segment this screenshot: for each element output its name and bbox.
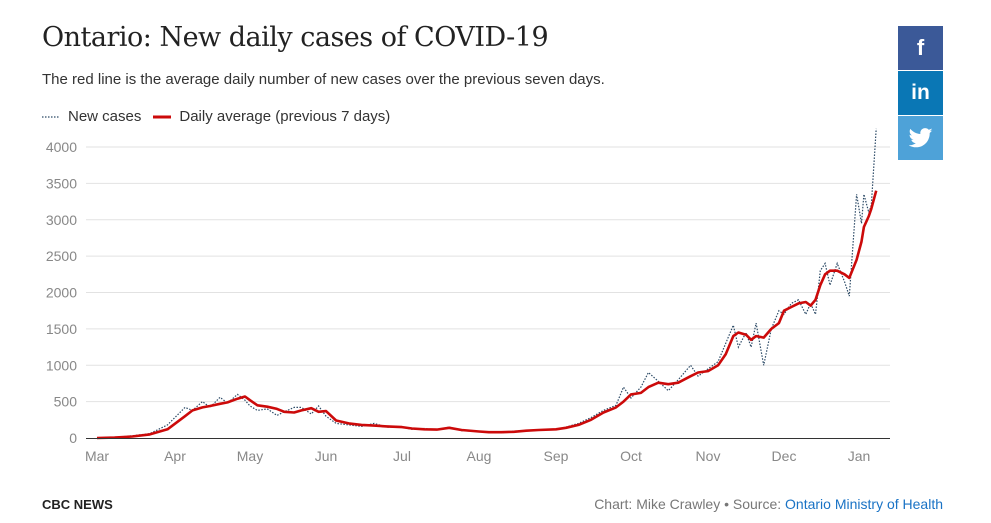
- y-axis-ticks: 0 500 1000 1500 2000 2500 3000 3500 4000: [46, 139, 77, 446]
- x-tick-label: Sep: [544, 448, 569, 464]
- legend-label-average: Daily average (previous 7 days): [179, 108, 391, 125]
- y-tick-label: 2000: [46, 285, 77, 301]
- y-tick-label: 3000: [46, 212, 77, 228]
- x-tick-label: May: [237, 448, 263, 464]
- solid-line-swatch-icon: [153, 115, 172, 118]
- chart-title: Ontario: New daily cases of COVID-19: [42, 22, 549, 53]
- y-tick-label: 500: [54, 394, 78, 410]
- new-cases-line: [96, 128, 877, 439]
- dotted-line-swatch-icon: [42, 115, 60, 118]
- chart-subtitle: The red line is the average daily number…: [42, 71, 605, 88]
- facebook-share-button[interactable]: f: [898, 26, 943, 70]
- x-tick-label: Dec: [772, 448, 797, 464]
- cbc-news-brand: CBC NEWS: [42, 497, 113, 512]
- y-tick-label: 0: [69, 430, 77, 446]
- legend-item-average: Daily average (previous 7 days): [153, 108, 390, 125]
- chart-legend: New cases Daily average (previous 7 days…: [42, 108, 402, 125]
- linkedin-icon: in: [911, 81, 930, 104]
- x-tick-label: Nov: [696, 448, 721, 464]
- credit-text: Chart: Mike Crawley • Source:: [594, 496, 786, 512]
- legend-label-new-cases: New cases: [68, 108, 142, 125]
- daily-average-line: [96, 190, 878, 440]
- x-tick-label: Aug: [467, 448, 492, 464]
- legend-item-new-cases: New cases: [42, 108, 141, 125]
- y-tick-label: 1500: [46, 321, 77, 337]
- chart-credit: Chart: Mike Crawley • Source: Ontario Mi…: [594, 496, 943, 512]
- social-share-bar: f in: [898, 26, 943, 161]
- y-tick-label: 2500: [46, 248, 77, 264]
- x-tick-label: Jun: [315, 448, 338, 464]
- twitter-share-button[interactable]: [898, 116, 943, 160]
- x-tick-label: Apr: [164, 448, 186, 464]
- x-tick-label: Mar: [85, 448, 109, 464]
- x-tick-label: Oct: [620, 448, 642, 464]
- source-link[interactable]: Ontario Ministry of Health: [785, 496, 943, 512]
- linkedin-share-button[interactable]: in: [898, 71, 943, 115]
- y-tick-label: 1000: [46, 357, 77, 373]
- x-axis-ticks: Mar Apr May Jun Jul Aug Sep Oct Nov Dec Jan: [85, 448, 870, 464]
- x-tick-label: Jul: [393, 448, 411, 464]
- y-tick-label: 4000: [46, 139, 77, 155]
- grid-lines: [86, 146, 890, 403]
- x-tick-label: Jan: [848, 448, 871, 464]
- twitter-bird-icon: [908, 128, 932, 148]
- facebook-icon: f: [916, 35, 925, 60]
- y-tick-label: 3500: [46, 175, 77, 191]
